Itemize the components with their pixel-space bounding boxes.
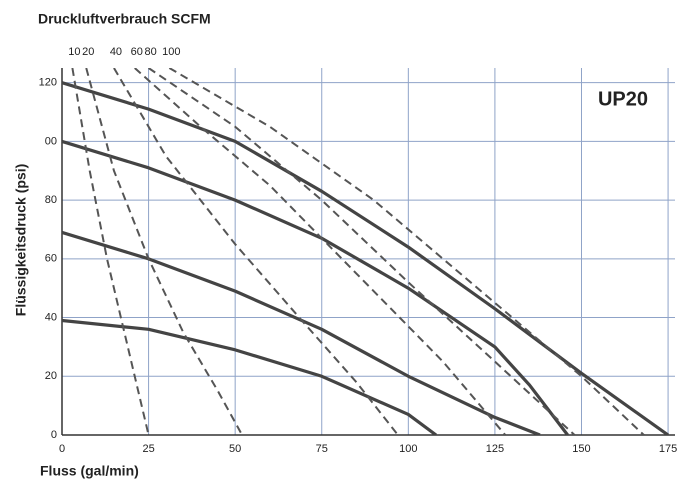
- x-tick-label: 125: [486, 443, 504, 455]
- legend-label: 60: [131, 46, 143, 58]
- y-axis-label: Flüssigkeitsdruck (psi): [13, 164, 29, 316]
- x-tick-label: 100: [399, 443, 417, 455]
- legend-label: 10: [68, 46, 80, 58]
- annotation: UP20: [598, 88, 648, 110]
- y-tick-label: 40: [45, 311, 57, 323]
- x-axis-label: Fluss (gal/min): [40, 463, 139, 479]
- x-tick-label: 75: [316, 443, 328, 455]
- chart-title: Druckluftverbrauch SCFM: [38, 11, 211, 27]
- dashed-curve: [113, 68, 399, 435]
- dashed-curve: [134, 68, 507, 435]
- legend-label: 40: [110, 46, 122, 58]
- y-tick-label: 20: [45, 370, 57, 382]
- x-tick-label: 150: [572, 443, 590, 455]
- legend-label: 80: [144, 46, 156, 58]
- x-tick-label: 50: [229, 443, 241, 455]
- y-tick-label: 80: [45, 194, 57, 206]
- solid-curve: [62, 139, 569, 435]
- x-tick-label: 175: [659, 443, 677, 455]
- y-tick-label: 60: [45, 253, 57, 265]
- x-tick-label: 0: [59, 443, 65, 455]
- solid-curve: [62, 230, 541, 435]
- solid-curve: [62, 81, 670, 435]
- legend-label: 100: [162, 46, 180, 58]
- dashed-curve: [85, 68, 243, 435]
- x-tick-label: 25: [142, 443, 154, 455]
- dashed-curve: [168, 68, 645, 435]
- dashed-curve: [148, 68, 576, 435]
- legend-label: 20: [82, 46, 94, 58]
- y-tick-label: 00: [45, 135, 57, 147]
- solid-curve: [62, 318, 437, 435]
- dashed-curve: [71, 68, 150, 435]
- y-tick-label: 120: [39, 77, 57, 89]
- y-tick-label: 0: [51, 429, 57, 441]
